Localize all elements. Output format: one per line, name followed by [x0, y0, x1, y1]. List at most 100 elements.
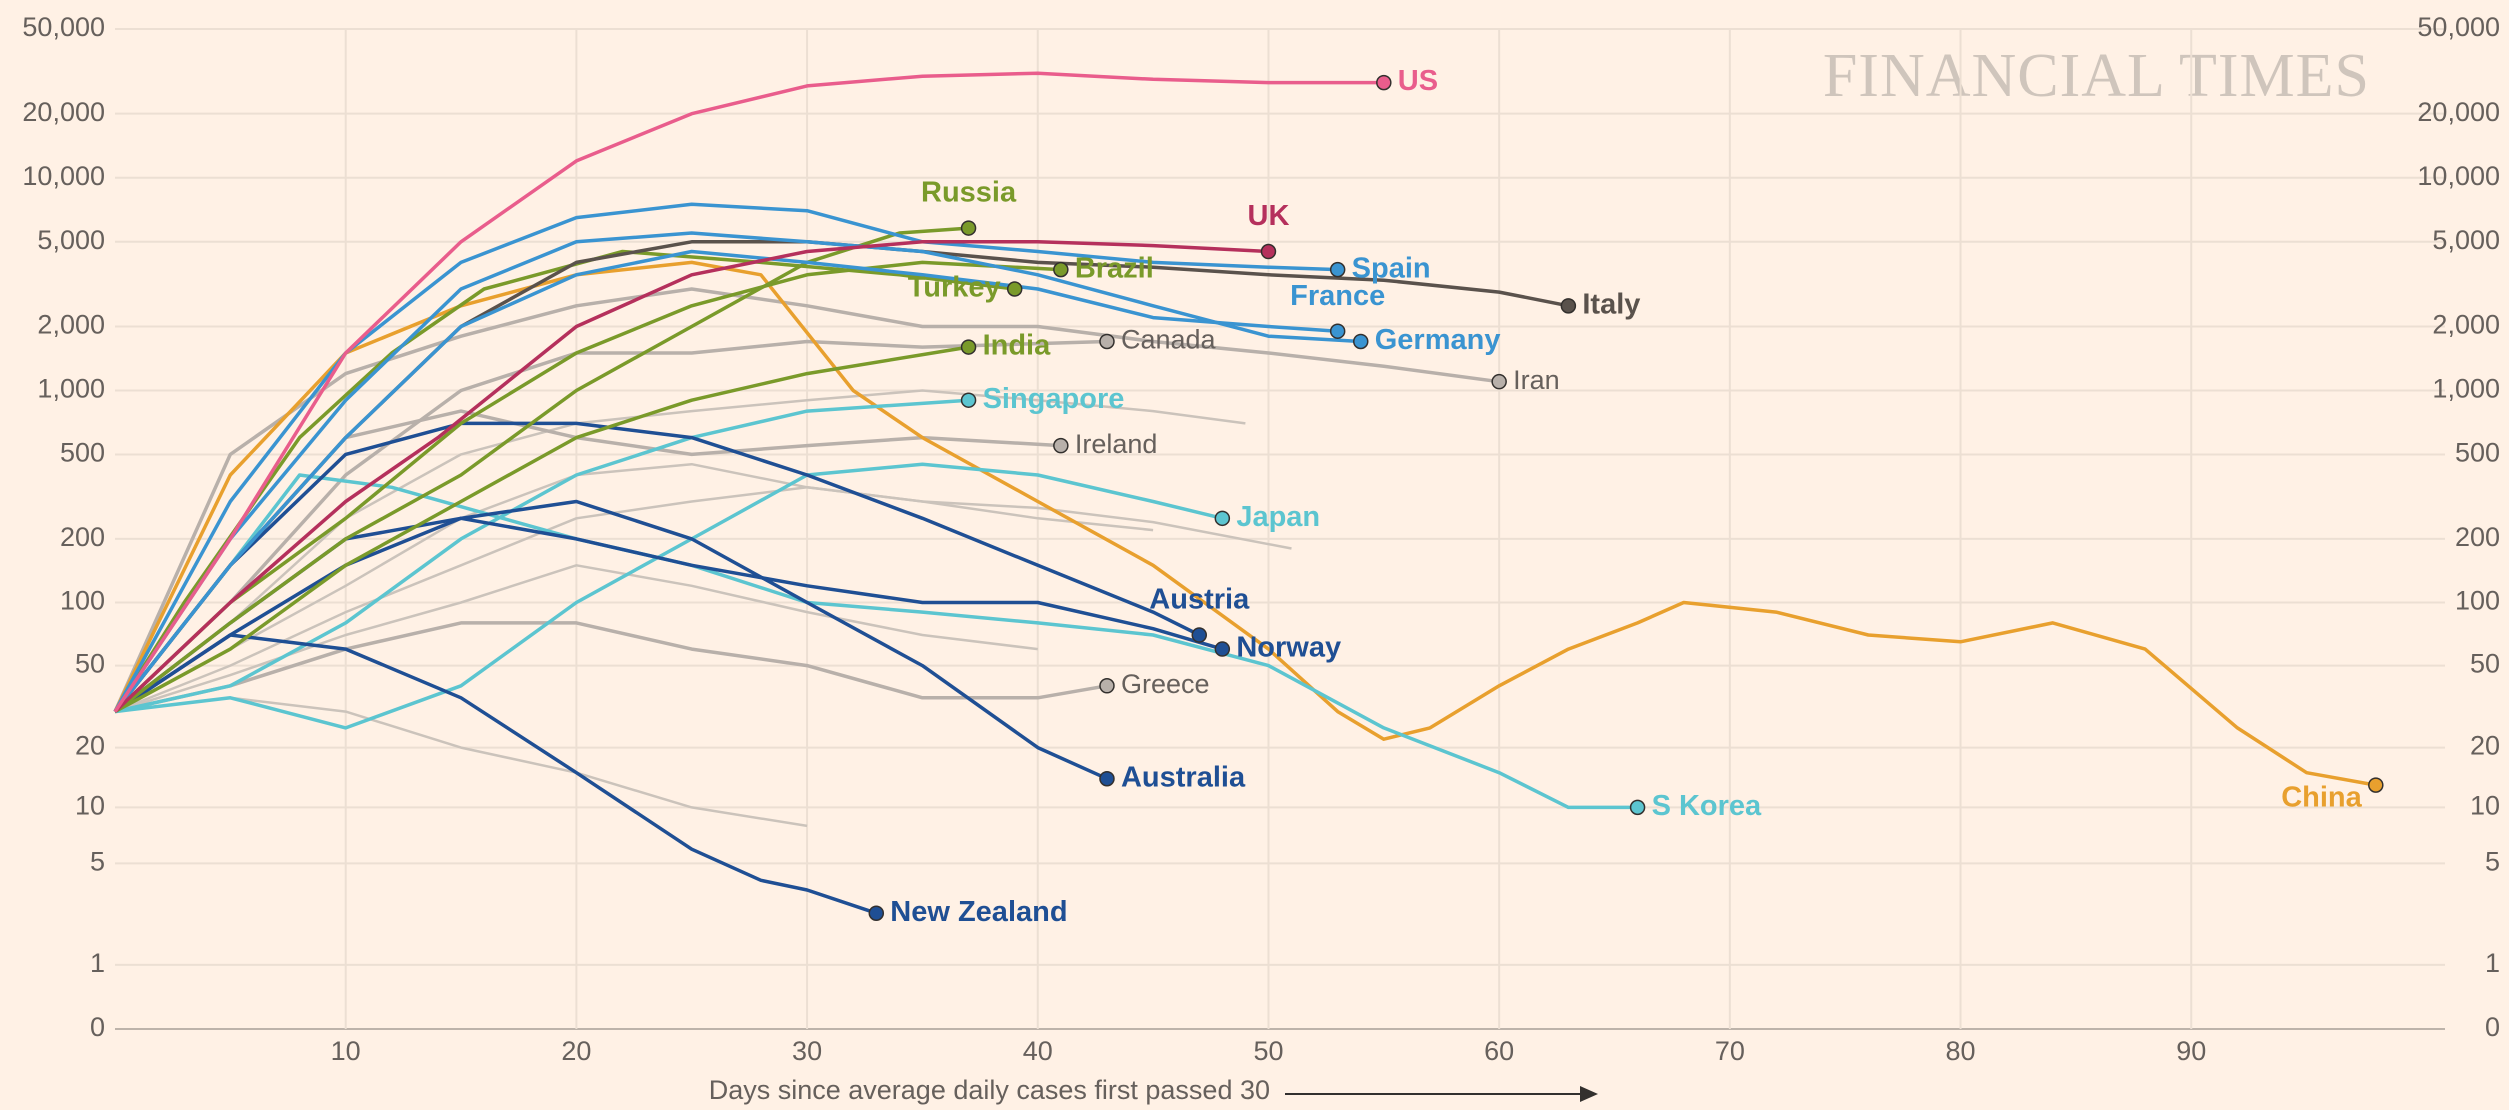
x-tick-label: 30: [792, 1036, 822, 1066]
end-point: [1191, 627, 1208, 643]
series-line: [114, 389, 1246, 713]
x-tick-label: 20: [561, 1036, 591, 1066]
series-label: Spain: [1352, 252, 1431, 284]
y-tick-label: 5,000: [37, 225, 105, 255]
series-line: [114, 462, 1154, 713]
series-line: [113, 249, 1338, 713]
series-line: [114, 621, 1108, 714]
series-label: France: [1290, 280, 1385, 312]
y-tick-label: 1,000: [37, 374, 105, 404]
series-label: India: [983, 330, 1052, 362]
series-line: [114, 499, 1108, 781]
series-label: Australia: [1121, 761, 1246, 793]
series-label: Turkey: [908, 272, 1001, 304]
series-label: Canada: [1121, 325, 1217, 355]
series-line: [113, 421, 1201, 713]
x-tick-label: 90: [2176, 1036, 2206, 1066]
y-tick-label-right: 100: [2455, 586, 2500, 616]
x-axis-label: Days since average daily cases first pas…: [709, 1075, 1270, 1105]
end-point: [960, 392, 977, 408]
y-tick-label: 50: [75, 649, 105, 679]
y-tick-label-right: 50,000: [2417, 12, 2500, 42]
y-tick-label-right: 50: [2470, 649, 2500, 679]
end-point: [1099, 770, 1115, 787]
series-line: [113, 71, 1384, 713]
y-tick-label-right: 10,000: [2417, 161, 2500, 191]
series-line: [114, 564, 1038, 713]
y-tick-label: 0: [90, 1012, 105, 1042]
series-label: US: [1398, 65, 1438, 97]
series-line: [114, 633, 877, 915]
y-tick-label-right: 500: [2455, 438, 2500, 468]
x-tick-label: 80: [1946, 1036, 1976, 1066]
end-point: [1214, 510, 1231, 527]
x-axis-arrowhead: [1580, 1086, 1598, 1102]
series-line: [113, 240, 1269, 713]
y-tick-label: 100: [60, 586, 105, 616]
end-point: [1214, 641, 1231, 657]
y-tick-label: 10: [75, 791, 105, 821]
y-tick-label: 500: [60, 438, 105, 468]
y-tick-label-right: 20: [2470, 731, 2500, 761]
y-tick-label: 200: [60, 522, 105, 552]
series-line: [113, 287, 1500, 713]
series-label: Greece: [1121, 669, 1210, 699]
y-tick-label: 50,000: [22, 12, 105, 42]
series-label: Austria: [1149, 584, 1250, 616]
end-point: [960, 339, 977, 355]
series-label: Italy: [1582, 288, 1640, 320]
annotation: FINANCIAL TIMES: [1823, 42, 2370, 110]
y-tick-label: 1: [90, 948, 105, 978]
end-point: [1352, 333, 1369, 350]
series-label: Norway: [1236, 632, 1341, 664]
end-point: [1099, 678, 1115, 694]
y-tick-label-right: 10: [2470, 791, 2500, 821]
series-label: S Korea: [1652, 790, 1762, 822]
series-label: New Zealand: [890, 896, 1067, 928]
end-point: [1329, 261, 1346, 278]
y-tick-label-right: 1: [2485, 948, 2500, 978]
series-line: [113, 473, 1638, 810]
end-point: [2368, 777, 2384, 793]
y-tick-label-right: 0: [2485, 1012, 2500, 1042]
end-point: [1560, 298, 1577, 314]
series-label: Russia: [921, 177, 1017, 209]
y-tick-label-right: 200: [2455, 522, 2500, 552]
y-tick-label-right: 5: [2485, 847, 2500, 877]
series-label: Japan: [1236, 501, 1320, 533]
x-tick-label: 70: [1715, 1036, 1745, 1066]
y-tick-label: 20,000: [22, 97, 105, 127]
series-line: [113, 231, 1361, 713]
y-tick-label: 2,000: [37, 310, 105, 340]
end-point: [1376, 74, 1392, 91]
series-label: China: [2281, 782, 2362, 814]
end-point: [1053, 261, 1069, 278]
series-line: [113, 260, 2377, 787]
y-tick-label: 10,000: [22, 161, 105, 191]
series-line: [113, 260, 1061, 713]
series-line: [113, 226, 969, 713]
series-label: Iran: [1513, 365, 1560, 395]
end-point: [1491, 373, 1507, 390]
series-line: [114, 398, 969, 714]
y-tick-label: 20: [75, 731, 105, 761]
end-point: [868, 905, 885, 921]
y-tick-label-right: 1,000: [2432, 374, 2500, 404]
end-point: [1053, 437, 1069, 454]
end-point: [1329, 323, 1346, 339]
series-label: UK: [1248, 200, 1290, 232]
end-point: [960, 220, 977, 236]
y-tick-label: 5: [90, 847, 105, 877]
series-label: Germany: [1375, 324, 1501, 356]
y-tick-label-right: 20,000: [2417, 97, 2500, 127]
x-tick-label: 50: [1253, 1036, 1283, 1066]
series-line: [114, 345, 969, 714]
x-tick-label: 60: [1484, 1036, 1514, 1066]
y-tick-label-right: 5,000: [2432, 225, 2500, 255]
x-tick-label: 40: [1023, 1036, 1053, 1066]
series-label: Singapore: [983, 383, 1125, 415]
end-point: [1629, 799, 1646, 816]
y-tick-label-right: 2,000: [2432, 310, 2500, 340]
